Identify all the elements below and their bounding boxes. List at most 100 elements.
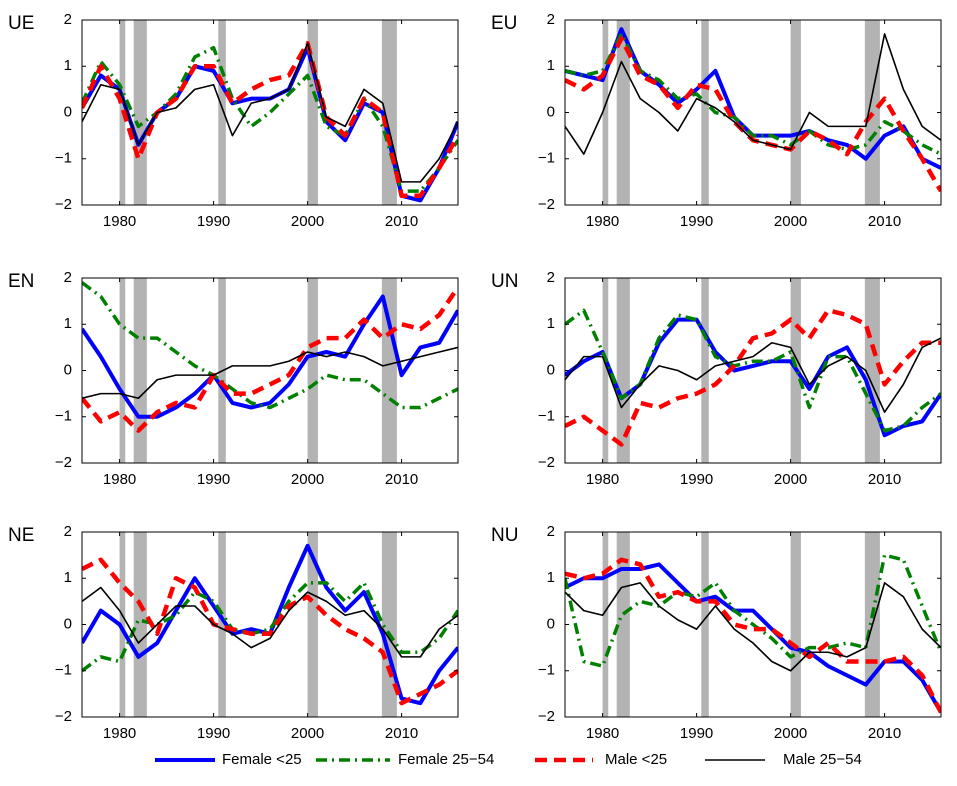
panel-title: EU	[491, 13, 517, 34]
recession-band	[119, 532, 126, 717]
recession-band	[133, 532, 147, 717]
x-tick-label: 2000	[774, 725, 807, 742]
x-tick-label: 2010	[385, 213, 418, 230]
y-tick-label: −2	[55, 196, 72, 213]
y-tick-label: −1	[55, 150, 72, 167]
panel-title: UE	[8, 13, 34, 34]
legend-label: Male <25	[605, 751, 667, 768]
y-tick-label: −2	[538, 708, 555, 725]
x-tick-label: 2000	[291, 471, 324, 488]
series-line	[565, 337, 941, 413]
recession-band	[701, 278, 709, 463]
series-group	[565, 27, 941, 193]
x-tick-label: 2010	[868, 725, 901, 742]
recession-band	[133, 20, 147, 205]
y-tick-label: 1	[64, 57, 72, 74]
recession-band	[602, 20, 609, 205]
series-group	[565, 553, 941, 714]
panel: 1980 1990 2000 2010 −2 −1 0 1 2 NU	[491, 523, 942, 742]
legend-label: Female 25−54	[398, 751, 494, 768]
series-line	[565, 557, 941, 714]
series-group	[565, 308, 941, 447]
legend: Female <25 Female 25−54 Male <25 Male 25−54	[155, 751, 862, 768]
y-tick-label: 0	[547, 361, 555, 378]
x-tick-label: 1980	[103, 725, 136, 742]
y-tick-label: −2	[538, 454, 555, 471]
series-line	[82, 346, 458, 400]
y-tick-label: 2	[64, 11, 72, 28]
x-tick-label: 1980	[586, 725, 619, 742]
panel: 1980 1990 2000 2010 −2 −1 0 1 2 EN	[8, 269, 459, 488]
y-tick-label: 1	[547, 569, 555, 586]
y-tick-label: −2	[55, 454, 72, 471]
series-group	[82, 543, 458, 706]
x-tick-label: 1980	[586, 213, 619, 230]
recession-band	[218, 20, 226, 205]
x-tick-label: 1980	[586, 471, 619, 488]
y-tick-label: 0	[547, 103, 555, 120]
series-line	[565, 582, 941, 672]
series-line	[82, 294, 458, 419]
x-tick-label: 2010	[385, 725, 418, 742]
legend-label: Male 25−54	[783, 751, 862, 768]
y-tick-label: 0	[64, 615, 72, 632]
y-tick-label: 0	[547, 615, 555, 632]
y-tick-label: −1	[538, 662, 555, 679]
series-line	[82, 557, 458, 706]
recession-band	[119, 278, 126, 463]
panel: 1980 1990 2000 2010 −2 −1 0 1 2 UN	[491, 269, 942, 488]
y-tick-label: −2	[55, 708, 72, 725]
recession-band	[602, 278, 609, 463]
x-tick-label: 1990	[197, 213, 230, 230]
series-line	[82, 285, 458, 433]
x-tick-label: 2000	[291, 213, 324, 230]
recession-band	[602, 532, 609, 717]
recession-band	[133, 278, 147, 463]
panel: 1980 1990 2000 2010 −2 −1 0 1 2 UE	[8, 11, 459, 230]
series-line	[82, 581, 458, 673]
series-line	[82, 586, 458, 658]
panel: 1980 1990 2000 2010 −2 −1 0 1 2 NE	[8, 523, 459, 742]
panel: 1980 1990 2000 2010 −2 −1 0 1 2 EU	[491, 11, 942, 230]
recession-band	[616, 532, 630, 717]
y-tick-label: −1	[55, 662, 72, 679]
x-tick-label: 2010	[385, 471, 418, 488]
panel-title: EN	[8, 271, 34, 292]
recession-band	[701, 20, 709, 205]
y-tick-label: 2	[547, 269, 555, 286]
recession-band	[218, 532, 226, 717]
y-tick-label: −1	[538, 408, 555, 425]
series-line	[565, 562, 941, 714]
y-tick-label: 1	[547, 57, 555, 74]
series-group	[82, 281, 458, 433]
recession-band	[381, 278, 397, 463]
y-tick-label: 0	[64, 103, 72, 120]
recession-band	[790, 20, 801, 205]
x-tick-label: 2000	[291, 725, 324, 742]
x-tick-label: 1990	[197, 725, 230, 742]
series-line	[565, 553, 941, 668]
y-tick-label: 1	[547, 315, 555, 332]
y-tick-label: −2	[538, 196, 555, 213]
y-tick-label: 2	[547, 523, 555, 540]
y-tick-label: 2	[547, 11, 555, 28]
x-tick-label: 2000	[774, 213, 807, 230]
x-tick-label: 2000	[774, 471, 807, 488]
recession-band	[864, 20, 880, 205]
x-tick-label: 1990	[680, 471, 713, 488]
panel-title: UN	[491, 271, 518, 292]
y-tick-label: −1	[538, 150, 555, 167]
recession-band	[701, 532, 709, 717]
recession-band	[616, 278, 630, 463]
x-tick-label: 1980	[103, 213, 136, 230]
series-line	[565, 308, 941, 447]
series-line	[82, 40, 458, 198]
legend-label: Female <25	[222, 751, 302, 768]
recession-band	[307, 20, 318, 205]
y-tick-label: −1	[55, 408, 72, 425]
x-tick-label: 1990	[197, 471, 230, 488]
series-line	[565, 33, 941, 155]
x-tick-label: 1990	[680, 213, 713, 230]
